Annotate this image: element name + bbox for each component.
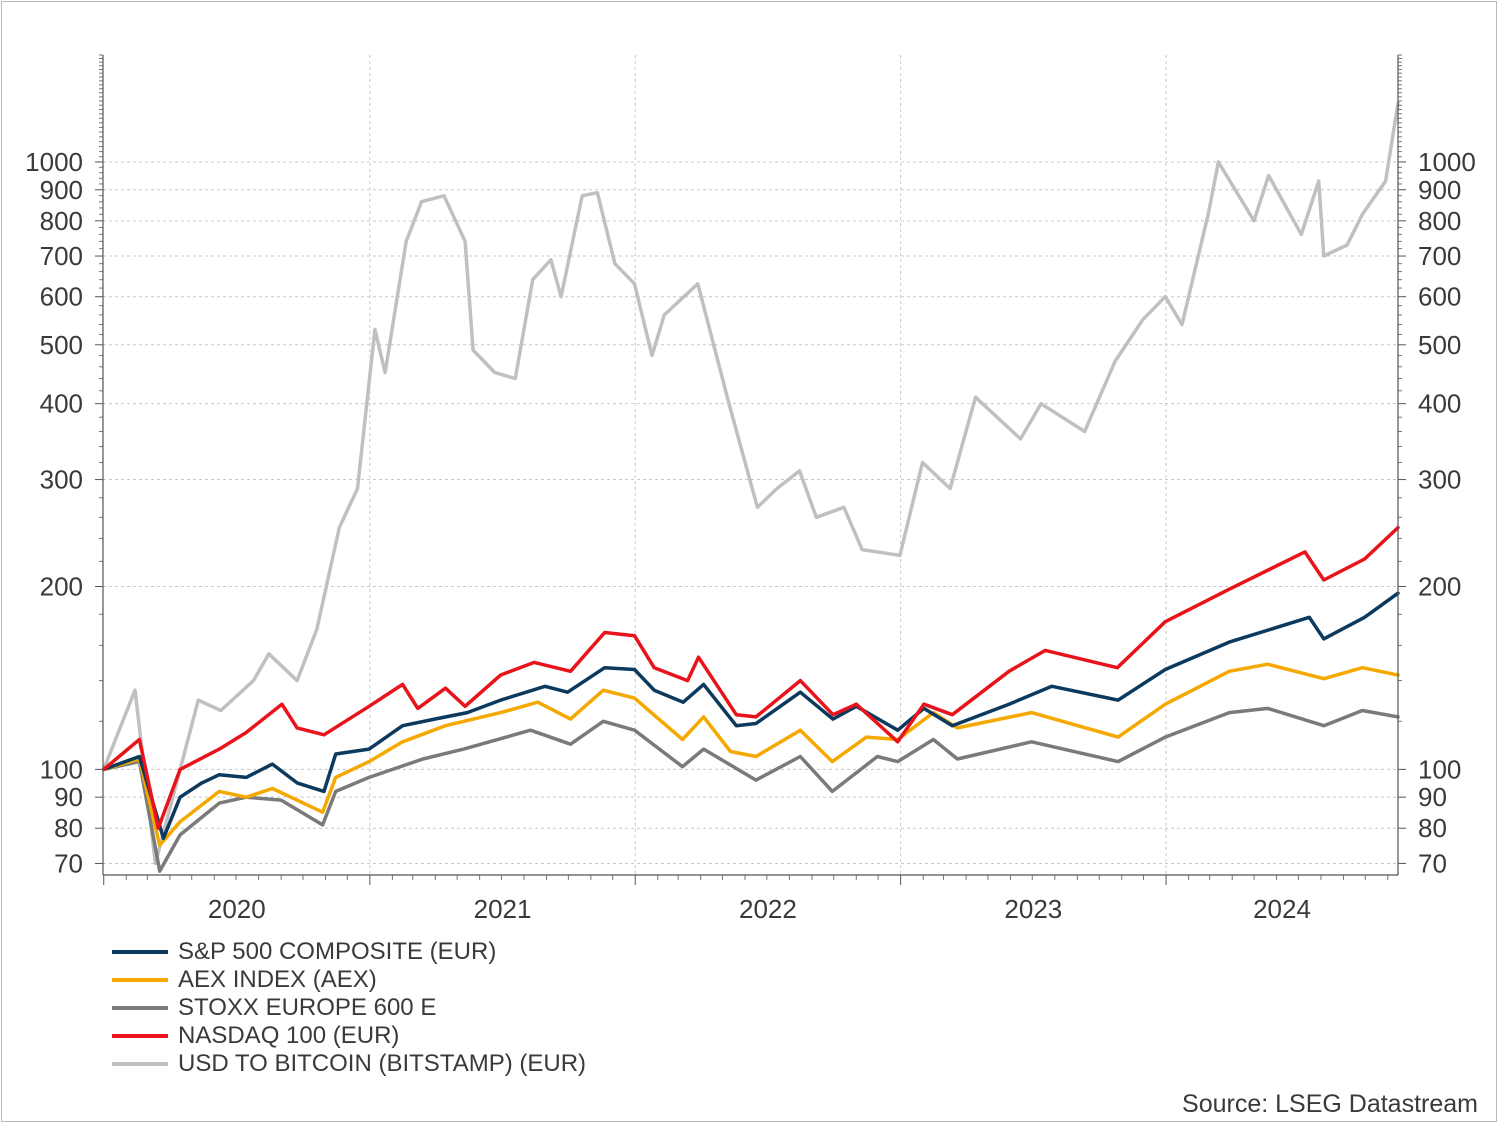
legend-swatch [112, 978, 168, 982]
legend-swatch [112, 1062, 168, 1066]
y-tick-label-left: 700 [40, 241, 83, 271]
legend-swatch [112, 1034, 168, 1038]
y-tick-label-left: 300 [40, 465, 83, 495]
legend-item-1: S&P 500 COMPOSITE (EUR) [112, 938, 586, 966]
y-tick-label-right: 70 [1418, 848, 1447, 878]
y-tick-label-right: 80 [1418, 813, 1447, 843]
y-tick-label-left: 1000 [25, 147, 83, 177]
grid-lines [103, 55, 1398, 875]
y-tick-label-left: 90 [54, 782, 83, 812]
axes [95, 54, 1406, 885]
x-tick-label-2024: 2024 [1253, 894, 1311, 924]
legend-item-3: STOXX EUROPE 600 E [112, 994, 586, 1022]
x-tick-label-2021: 2021 [474, 894, 532, 924]
legend: S&P 500 COMPOSITE (EUR) AEX INDEX (AEX) ST… [112, 938, 586, 1078]
x-tick-label-2022: 2022 [739, 894, 797, 924]
y-tick-label-right: 800 [1418, 206, 1461, 236]
y-tick-label-right: 100 [1418, 754, 1461, 784]
legend-swatch [112, 950, 168, 954]
y-tick-label-left: 900 [40, 175, 83, 205]
y-tick-label-right: 1000 [1418, 147, 1476, 177]
y-tick-label-right: 200 [1418, 572, 1461, 602]
y-tick-label-left: 400 [40, 389, 83, 419]
series-line-5 [101, 101, 1400, 866]
y-tick-label-left: 80 [54, 813, 83, 843]
series-line-3 [101, 706, 1400, 873]
y-tick-label-right: 300 [1418, 465, 1461, 495]
y-tick-label-right: 500 [1418, 330, 1461, 360]
legend-swatch [112, 1006, 168, 1010]
source-note: Source: LSEG Datastream [1182, 1090, 1478, 1118]
series-line-2 [101, 662, 1400, 847]
legend-label: USD TO BITCOIN (BITSTAMP) (EUR) [178, 1050, 587, 1077]
x-tick-label-2020: 2020 [208, 894, 266, 924]
series-line-4 [101, 525, 1400, 830]
y-tick-label-right: 90 [1418, 782, 1447, 812]
legend-label: NASDAQ 100 (EUR) [178, 1022, 400, 1049]
y-tick-label-right: 600 [1418, 282, 1461, 312]
y-tick-label-left: 70 [54, 848, 83, 878]
legend-label: S&P 500 COMPOSITE (EUR) [178, 938, 497, 965]
legend-label: AEX INDEX (AEX) [178, 966, 377, 993]
legend-item-4: NASDAQ 100 (EUR) [112, 1022, 586, 1050]
y-tick-label-left: 100 [40, 754, 83, 784]
y-tick-label-left: 800 [40, 206, 83, 236]
legend-label: STOXX EUROPE 600 E [178, 994, 437, 1021]
legend-item-2: AEX INDEX (AEX) [112, 966, 586, 994]
legend-item-5: USD TO BITCOIN (BITSTAMP) (EUR) [112, 1050, 586, 1078]
y-tick-label-right: 900 [1418, 175, 1461, 205]
series-line-1 [101, 591, 1400, 841]
y-tick-label-left: 500 [40, 330, 83, 360]
y-tick-label-left: 600 [40, 282, 83, 312]
y-tick-label-right: 400 [1418, 389, 1461, 419]
x-tick-label-2023: 2023 [1004, 894, 1062, 924]
y-tick-label-left: 200 [40, 572, 83, 602]
series-lines [101, 101, 1400, 873]
y-tick-label-right: 700 [1418, 241, 1461, 271]
